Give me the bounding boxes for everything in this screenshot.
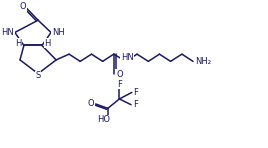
Text: NH₂: NH₂ xyxy=(195,57,211,66)
Text: H: H xyxy=(44,39,51,48)
Text: HN: HN xyxy=(1,28,14,37)
Text: O: O xyxy=(88,99,94,108)
Text: NH: NH xyxy=(52,28,65,37)
Text: F: F xyxy=(117,80,122,89)
Text: S: S xyxy=(35,71,41,80)
Text: HO: HO xyxy=(97,115,110,124)
Text: H: H xyxy=(15,39,21,48)
Text: F: F xyxy=(133,88,138,97)
Text: HN: HN xyxy=(121,53,133,62)
Text: O: O xyxy=(116,70,123,79)
Text: F: F xyxy=(133,100,137,109)
Text: O: O xyxy=(20,2,27,11)
